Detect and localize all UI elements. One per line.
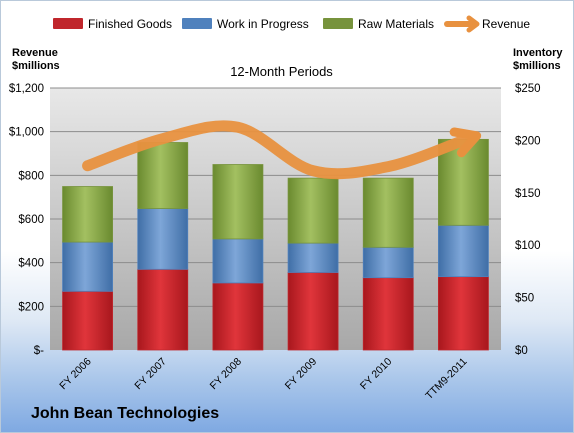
left-axis-title-line1: Revenue bbox=[12, 47, 58, 59]
category-label: FY 2006 bbox=[57, 356, 94, 393]
revenue-arrowhead bbox=[449, 127, 482, 158]
category-label: FY 2007 bbox=[132, 356, 169, 393]
bar-raw-materials bbox=[212, 164, 264, 240]
bar-raw-materials bbox=[287, 177, 339, 244]
right-tick-label: $250 bbox=[515, 83, 541, 95]
legend-label: Work in Progress bbox=[217, 17, 309, 31]
right-tick-label: $50 bbox=[515, 293, 534, 305]
legend-swatch-finished-goods bbox=[53, 18, 83, 29]
bar-finished-goods bbox=[137, 268, 189, 351]
bar-work-in-progress bbox=[438, 224, 489, 278]
bar-work-in-progress bbox=[212, 238, 264, 284]
legend-arrow-icon bbox=[466, 15, 480, 33]
bar-work-in-progress bbox=[362, 246, 414, 279]
right-axis-title: Inventory $millions bbox=[513, 47, 563, 73]
left-tick-label: $- bbox=[34, 345, 44, 357]
bar-finished-goods bbox=[62, 290, 113, 351]
left-axis-title-line2: $millions bbox=[12, 60, 60, 72]
bar-work-in-progress bbox=[62, 241, 113, 292]
legend-label: Raw Materials bbox=[358, 17, 434, 31]
left-tick-label: $200 bbox=[18, 301, 44, 313]
legend-swatch-raw-materials bbox=[323, 18, 353, 29]
left-tick-label: $1,000 bbox=[9, 127, 44, 139]
legend-label: Finished Goods bbox=[88, 17, 172, 31]
bar-work-in-progress bbox=[137, 208, 189, 270]
bar-raw-materials bbox=[62, 186, 113, 243]
company-name: John Bean Technologies bbox=[31, 405, 220, 422]
bar-finished-goods bbox=[287, 272, 339, 351]
bar-raw-materials bbox=[137, 142, 189, 209]
category-label: FY 2009 bbox=[283, 356, 320, 393]
bar-raw-materials bbox=[362, 177, 414, 248]
left-axis-title: Revenue $millions bbox=[12, 47, 60, 73]
category-label: FY 2010 bbox=[358, 356, 395, 393]
legend-swatch-work-in-progress bbox=[182, 18, 212, 29]
bar-work-in-progress bbox=[287, 242, 339, 273]
bar-finished-goods bbox=[438, 276, 489, 351]
chart-title: 12-Month Periods bbox=[230, 64, 333, 79]
right-axis-title-line2: $millions bbox=[513, 60, 561, 72]
left-tick-label: $400 bbox=[18, 258, 44, 270]
left-tick-label: $600 bbox=[18, 214, 44, 226]
right-tick-label: $200 bbox=[515, 135, 541, 147]
left-tick-label: $800 bbox=[18, 170, 44, 182]
category-label: FY 2008 bbox=[208, 356, 245, 393]
right-tick-label: $0 bbox=[515, 345, 528, 357]
bar-finished-goods bbox=[362, 277, 414, 351]
revenue-line bbox=[82, 120, 469, 180]
right-axis-title-line1: Inventory bbox=[513, 47, 563, 59]
right-tick-label: $100 bbox=[515, 240, 541, 252]
legend-label: Revenue bbox=[482, 17, 530, 31]
left-tick-label: $1,200 bbox=[9, 83, 44, 95]
right-tick-label: $150 bbox=[515, 188, 541, 200]
category-label: TTM9-2011 bbox=[423, 356, 469, 402]
bar-finished-goods bbox=[212, 282, 264, 351]
